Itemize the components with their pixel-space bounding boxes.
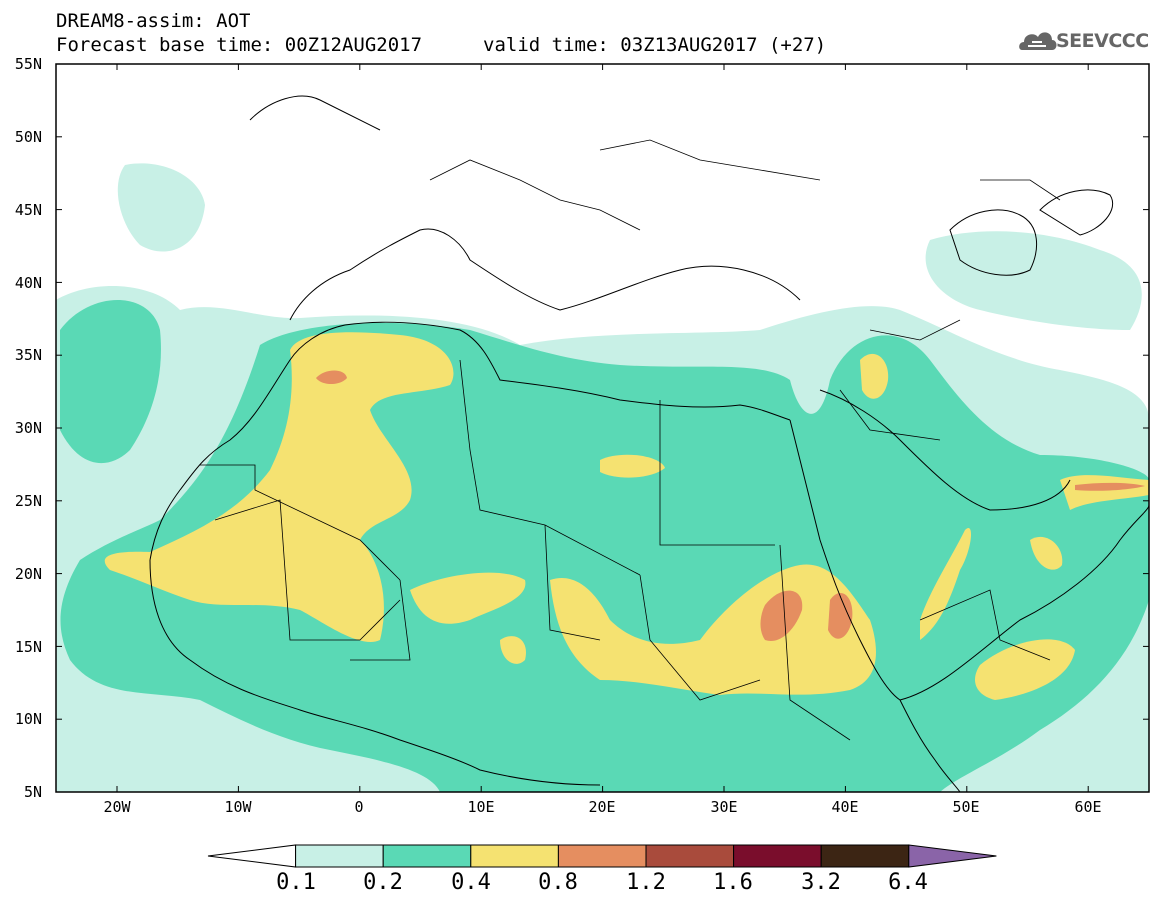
colorbar-segment [207,844,297,868]
lon-label-10e: 10E [467,798,495,816]
country-borders [200,139,1061,741]
colorbar-label-0.1: 0.1 [276,870,316,895]
aot-contour-0.1 [117,163,205,252]
lat-label-50n: 50N [14,128,42,146]
lat-label-35n: 35N [14,346,42,364]
aot-contour-0.8 [760,590,803,641]
lon-label-20e: 20E [588,798,616,816]
valid-time: valid time: 03Z13AUG2017 (+27) [483,34,827,56]
aot-contour-0.8 [828,592,853,639]
lon-label-10w: 10W [224,798,252,816]
map-title: DREAM8-assim: AOT [56,10,251,32]
aot-contour-0.4 [104,332,454,643]
aot-contour-0.8 [316,370,347,384]
aot-contour-0.4 [1030,536,1063,570]
aot-field [56,163,1149,792]
tick-marks [56,63,1149,793]
colorbar-label-0.2: 0.2 [363,870,403,895]
lat-label-5n: 5N [23,783,42,801]
lon-label-20w: 20W [103,798,131,816]
aot-contour-0.1 [925,231,1142,330]
aot-contour-0.4 [410,572,526,624]
colorbar-label-3.2: 3.2 [801,870,841,895]
colorbar-segment [820,844,910,868]
colorbar-label-6.4: 6.4 [888,870,928,895]
lat-label-15n: 15N [14,638,42,656]
seevccc-logo [1019,32,1057,50]
colorbar-segment [733,844,822,868]
lon-label-30e: 30E [710,798,738,816]
aot-contour-0.4 [920,528,972,640]
colorbar-segment [295,844,384,868]
aot-contour-0.4 [860,353,889,399]
lat-label-45n: 45N [14,201,42,219]
lon-label-0: 0 [354,798,364,816]
colorbar-label-1.2: 1.2 [626,870,666,895]
colorbar-label-1.6: 1.6 [713,870,753,895]
lat-label-20n: 20N [14,565,42,583]
lon-label-40e: 40E [831,798,859,816]
colorbar-segment [908,844,997,868]
colorbar-segment [382,844,472,868]
lat-label-55n: 55N [14,55,42,73]
lat-label-25n: 25N [14,492,42,510]
aot-contour-0.2 [60,300,161,464]
aot-contour-0.4 [500,636,526,664]
colorbar-label-0.8: 0.8 [538,870,578,895]
colorbar-segment [470,844,559,868]
aot-contour-0.4 [600,454,665,478]
coastlines [149,95,1149,792]
aot-contour-0.4 [975,639,1075,700]
forecast-base-time: Forecast base time: 00Z12AUG2017 [56,34,423,56]
aot-contour-0.8 [1075,482,1145,491]
lat-label-40n: 40N [14,274,42,292]
colorbar [207,844,997,868]
colorbar-label-0.4: 0.4 [451,870,491,895]
lon-label-60e: 60E [1074,798,1102,816]
lat-label-10n: 10N [14,710,42,728]
lon-label-50e: 50E [952,798,980,816]
colorbar-segment [645,844,735,868]
lat-label-30n: 30N [14,419,42,437]
logo-text: SEEVCCC [1056,30,1149,52]
colorbar-segment [557,844,647,868]
